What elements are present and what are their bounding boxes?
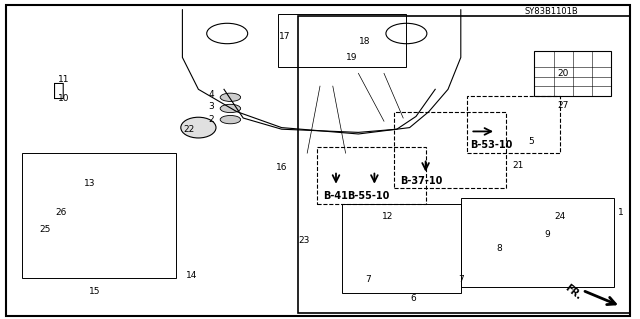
Text: 22: 22 <box>183 125 195 134</box>
Text: 12: 12 <box>381 212 393 221</box>
Text: 23: 23 <box>298 236 310 245</box>
Text: 11: 11 <box>58 75 70 84</box>
Text: B-55-10: B-55-10 <box>348 191 390 201</box>
Text: 17: 17 <box>279 32 291 41</box>
Text: 13: 13 <box>84 179 95 188</box>
Text: B-37-10: B-37-10 <box>400 176 442 186</box>
Text: 25: 25 <box>39 225 51 234</box>
Text: 7: 7 <box>458 275 463 284</box>
Ellipse shape <box>220 115 241 124</box>
Text: SY83B1101B: SY83B1101B <box>525 7 579 16</box>
Text: 8: 8 <box>497 244 502 253</box>
Text: B-41: B-41 <box>323 191 348 201</box>
Text: 26: 26 <box>55 208 67 217</box>
Text: 6: 6 <box>410 294 415 303</box>
Text: 20: 20 <box>557 69 569 78</box>
Text: 4: 4 <box>209 90 214 99</box>
Ellipse shape <box>220 104 241 113</box>
Text: 19: 19 <box>346 53 358 62</box>
Text: 5: 5 <box>529 137 534 146</box>
Text: FR.: FR. <box>563 282 583 301</box>
Text: 9: 9 <box>545 230 550 239</box>
Text: 18: 18 <box>359 37 371 46</box>
Text: 27: 27 <box>557 101 569 110</box>
Text: 10: 10 <box>58 94 70 103</box>
Text: 14: 14 <box>186 271 198 280</box>
Text: 1: 1 <box>618 208 623 217</box>
Text: 7: 7 <box>365 275 371 284</box>
Text: 24: 24 <box>554 212 566 221</box>
Text: 15: 15 <box>89 287 100 296</box>
Text: 🔑: 🔑 <box>53 81 65 100</box>
Text: 2: 2 <box>209 115 214 124</box>
Ellipse shape <box>220 93 241 101</box>
Text: 16: 16 <box>276 163 287 172</box>
Text: 21: 21 <box>513 161 524 170</box>
Ellipse shape <box>181 117 216 138</box>
Text: B-53-10: B-53-10 <box>470 140 513 150</box>
Text: 3: 3 <box>209 102 214 111</box>
